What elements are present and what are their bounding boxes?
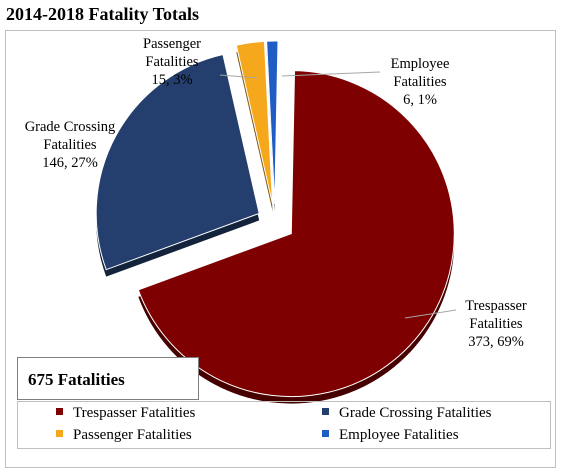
legend-swatch-passenger — [56, 430, 63, 437]
legend-label-passenger: Passenger Fatalities — [73, 427, 192, 443]
legend-label-employee: Employee Fatalities — [339, 427, 459, 443]
data-label-grade-crossing-line3: 146, 27% — [42, 155, 98, 171]
legend: Trespasser Fatalities Grade Crossing Fat… — [17, 401, 551, 449]
legend-item-grade-crossing: Grade Crossing Fatalities — [322, 405, 491, 422]
data-label-employee-line2: Fatalities — [393, 74, 447, 90]
legend-item-passenger: Passenger Fatalities — [56, 427, 192, 444]
total-fatalities-box: 675 Fatalities — [17, 357, 199, 400]
data-label-grade-crossing-line1: Grade Crossing — [25, 119, 116, 135]
legend-swatch-trespasser — [56, 408, 63, 415]
data-label-trespasser-line2: Fatalities — [469, 316, 523, 332]
data-label-trespasser-line3: 373, 69% — [468, 334, 524, 350]
data-label-passenger-line2: Fatalities — [145, 54, 199, 70]
pie-slice-grade-crossing — [95, 53, 260, 271]
legend-swatch-grade-crossing — [322, 408, 329, 415]
legend-item-employee: Employee Fatalities — [322, 427, 459, 444]
data-label-passenger-line3: 15, 3% — [151, 72, 192, 88]
legend-label-grade-crossing: Grade Crossing Fatalities — [339, 405, 492, 421]
data-label-employee-line1: Employee — [391, 56, 450, 72]
data-label-grade-crossing-line2: Fatalities — [43, 137, 97, 153]
chart-title: 2014-2018 Fatality Totals — [6, 4, 200, 24]
leader-line-employee — [281, 71, 381, 77]
legend-swatch-employee — [322, 430, 329, 437]
pie-slice-employee — [266, 40, 279, 205]
pie-slice-trespasser — [137, 70, 455, 398]
data-label-passenger-line1: Passenger — [143, 36, 201, 52]
legend-label-trespasser: Trespasser Fatalities — [73, 405, 196, 421]
data-label-employee-line3: 6, 1% — [403, 92, 437, 108]
leader-line-trespasser — [404, 309, 457, 319]
chart-frame — [5, 30, 556, 468]
leader-line-passenger — [219, 74, 259, 79]
legend-item-trespasser: Trespasser Fatalities — [56, 405, 195, 422]
pie-slice-passenger — [235, 40, 274, 205]
data-label-trespasser-line1: Trespasser — [465, 298, 527, 314]
